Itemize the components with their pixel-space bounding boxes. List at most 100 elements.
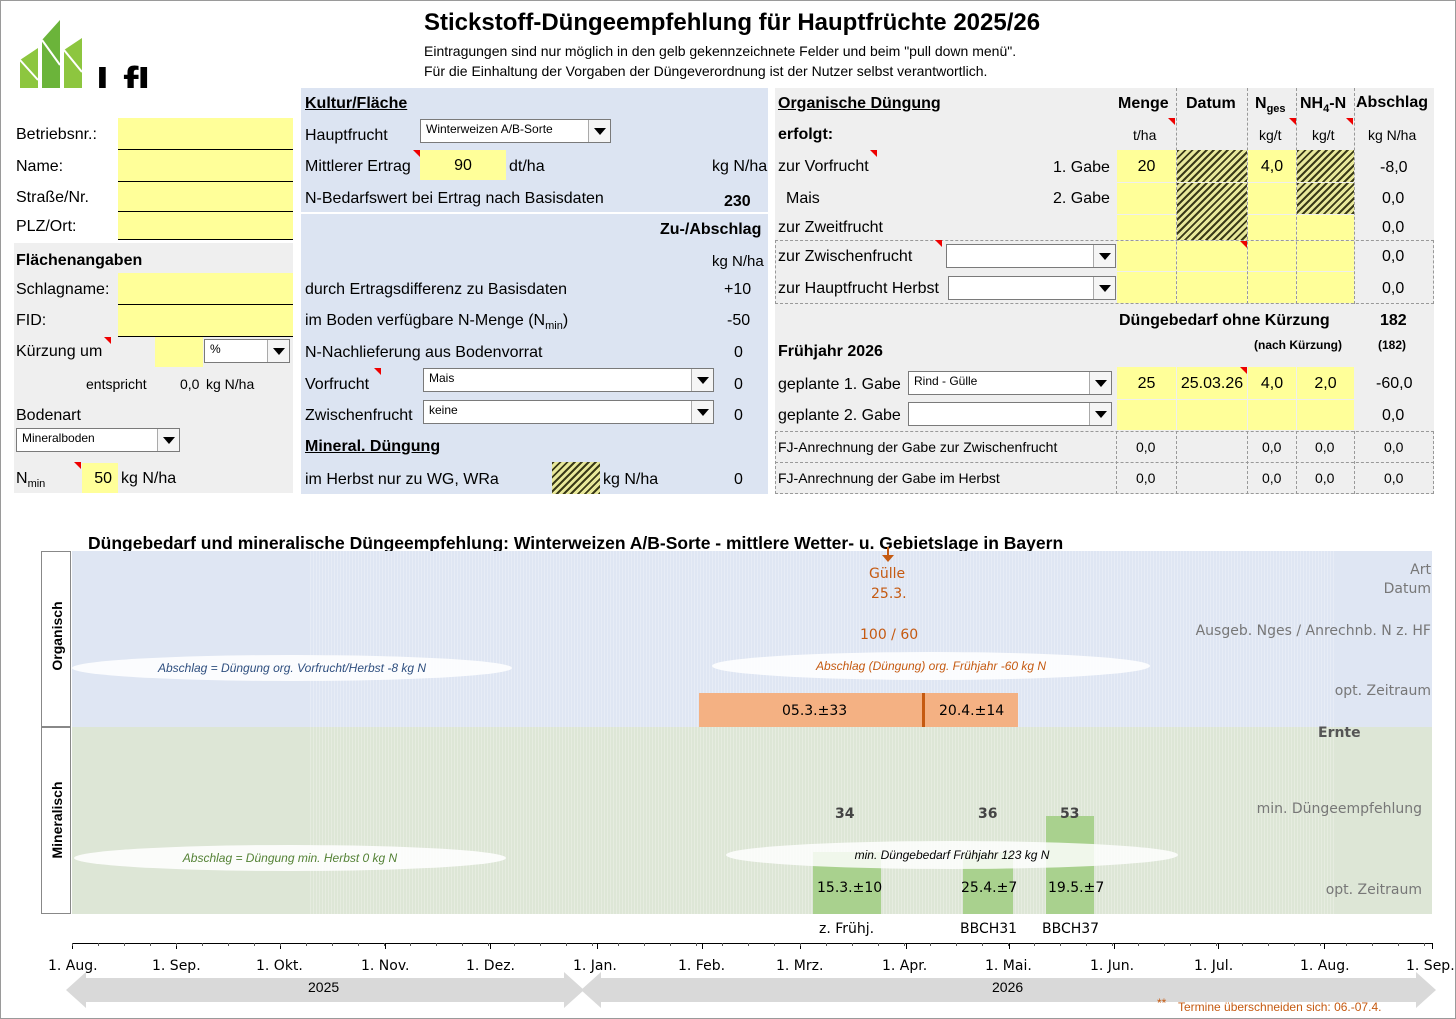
fj2-nges: 0,0 [1262,470,1282,486]
chevron-down-icon [1089,403,1111,425]
comment-marker-icon [1240,367,1247,374]
zwischenfrucht-label: Zwischenfrucht [305,407,413,424]
zw-abschlag: 0,0 [1382,248,1405,265]
gabe1-datum-field [1177,150,1247,182]
axis-minor-tick [722,943,723,946]
comment-marker-icon [413,150,420,157]
guelle-values: 100 / 60 [860,627,919,643]
schlag-field[interactable] [118,273,293,305]
chevron-down-icon [1093,277,1115,299]
gabe1-type-dropdown[interactable]: Rind - Gülle [908,371,1112,395]
zwischenfrucht-org-dropdown[interactable] [946,244,1116,268]
g1-datum-field[interactable]: 25.03.26 [1177,367,1247,399]
axis-minor-tick [1164,943,1165,946]
col-nh4: NH4-N [1300,95,1347,116]
hf-nh4-field[interactable] [1297,272,1354,303]
vorfrucht-dropdown[interactable]: Mais [423,368,714,392]
herbst-field [552,462,600,494]
zwischenfrucht-dropdown[interactable]: keine [423,400,714,424]
zw-datum-field[interactable] [1177,241,1247,271]
fj2-abschlag: 0,0 [1384,470,1404,486]
gabe2-nges-field[interactable] [1248,183,1296,214]
zwischenfrucht-org-label: zur Zwischenfrucht [778,248,913,265]
kuerzung-field[interactable] [155,337,203,367]
vorfrucht-label: Vorfrucht [305,376,370,393]
axis-minor-tick [1190,943,1191,946]
comment-marker-icon [935,240,942,247]
zweit-nges-field[interactable] [1248,215,1296,240]
axis-minor-tick [852,943,853,946]
zweit-abschlag: 0,0 [1382,219,1405,236]
comment-marker-icon [1346,118,1353,125]
g2-nges-field[interactable] [1248,400,1296,430]
ertrag-field[interactable]: 90 [420,150,506,180]
gabe2-menge-field[interactable] [1117,183,1176,214]
duengebedarf-value: 182 [1380,312,1407,329]
hf-datum-field[interactable] [1177,272,1247,303]
name-field[interactable] [118,150,293,182]
organisch-label: Organisch [49,601,65,671]
axis-minor-tick [1008,943,1009,946]
footnote-star: ** [1157,996,1167,1010]
g2-nh4-field[interactable] [1297,400,1354,430]
kuerzung-unit-dropdown[interactable]: % [204,339,290,363]
hf-nges-field[interactable] [1248,272,1296,303]
bodenart-dropdown[interactable]: Mineralboden [16,428,180,452]
axis-minor-tick [1138,943,1139,946]
hf-menge-field[interactable] [1117,272,1176,303]
organic-title: Organische Düngung [778,95,941,112]
betrieb-label: Betriebsnr.: [16,126,97,143]
axis-minor-tick [358,943,359,946]
zweit-nh4-field[interactable] [1297,215,1354,240]
plz-field[interactable] [118,212,293,240]
g1-nges-field[interactable]: 4,0 [1248,367,1296,399]
axis-minor-tick [930,943,931,946]
gabe2-type-dropdown[interactable] [908,402,1112,426]
g1-nh4-field[interactable]: 2,0 [1297,367,1354,399]
gabe1-menge-field[interactable]: 20 [1117,150,1176,182]
gabe1-nh4-field [1297,150,1354,182]
chevron-down-icon [1093,245,1115,267]
g2-menge-field[interactable] [1117,400,1176,430]
fid-field[interactable] [118,305,293,337]
axis-tick [72,943,73,949]
zw-menge-field[interactable] [1117,241,1176,271]
header-note-1: Eintragungen sind nur möglich in den gel… [424,43,1017,59]
zw-nh4-field[interactable] [1297,241,1354,271]
zw-nges-field[interactable] [1248,241,1296,271]
betrieb-field[interactable] [118,118,293,150]
axis-minor-tick [1242,943,1243,946]
hauptfrucht-dropdown[interactable]: Winterweizen A/B-Sorte [420,119,611,143]
axis-minor-tick [410,943,411,946]
axis-tick [800,943,801,949]
fj1-label: FJ-Anrechnung der Gabe zur Zwischenfruch… [778,439,1058,455]
gabe1-nges-field[interactable]: 4,0 [1248,150,1296,182]
axis-minor-tick [254,943,255,946]
col-datum: Datum [1186,95,1236,112]
fj1-menge: 0,0 [1136,439,1156,455]
nmin-boden-value: -50 [727,312,751,329]
vorfrucht-org-label: zur Vorfrucht [778,158,869,175]
herbst-label: im Herbst nur zu WG, WRa [305,471,499,488]
zweit-menge-field[interactable] [1117,215,1176,240]
axis-minor-tick [748,943,749,946]
axis-minor-tick [592,943,593,946]
mais-label: Mais [786,190,820,207]
axis-minor-tick [488,943,489,946]
nmin-field[interactable]: 50 [82,463,118,493]
gabe1-fj-label: geplante 1. Gabe [778,376,901,393]
chevron-down-icon [1089,372,1111,394]
strasse-field[interactable] [118,182,293,212]
g2-datum-field[interactable] [1177,400,1247,430]
hauptfrucht-herbst-label: zur Hauptfrucht Herbst [778,280,939,297]
g2-abschlag: 0,0 [1382,407,1405,424]
zwischenfrucht-num: 0 [734,407,743,424]
axis-month-label: 1. Jul. [1194,958,1234,974]
hauptfrucht-herbst-dropdown[interactable] [948,276,1116,300]
axis-minor-tick [332,943,333,946]
axis-minor-tick [1346,943,1347,946]
axis-month-label: 1. Aug. [48,958,98,974]
g1-menge-field[interactable]: 25 [1117,367,1176,399]
axis-minor-tick [540,943,541,946]
col-menge: Menge [1118,95,1169,112]
